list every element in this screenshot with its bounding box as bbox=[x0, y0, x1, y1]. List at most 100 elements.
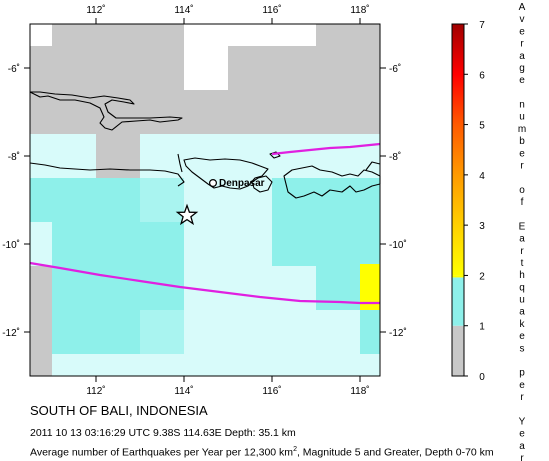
grid-cell bbox=[228, 24, 272, 46]
grid-cell bbox=[228, 266, 272, 310]
grid-cell bbox=[272, 222, 316, 266]
colorbar-title-letter: a bbox=[519, 307, 525, 318]
lat-label-right: -8˚ bbox=[389, 151, 401, 163]
coastlines bbox=[29, 91, 381, 199]
grid-cell bbox=[140, 24, 184, 46]
colorbar-title-letter: r bbox=[520, 160, 524, 171]
colorbar-title-letter: g bbox=[519, 63, 525, 74]
grid-cell bbox=[360, 46, 380, 90]
colorbar-title-letter: u bbox=[519, 295, 525, 306]
grid-cell bbox=[52, 354, 96, 376]
colorbar-title-letter: a bbox=[519, 51, 525, 62]
grid-cell bbox=[272, 310, 316, 354]
colorbar-title-letter: e bbox=[519, 331, 525, 342]
grid-cell bbox=[272, 354, 316, 376]
grid-cell bbox=[360, 222, 380, 266]
grid-cell bbox=[140, 354, 184, 376]
grid-cell bbox=[316, 354, 360, 376]
plate-boundary-java-trench bbox=[29, 261, 380, 305]
colorbar-title-letter: t bbox=[521, 258, 524, 269]
colorbar-title-letter: h bbox=[519, 270, 525, 281]
grid-cell bbox=[360, 24, 380, 46]
grid-cell bbox=[96, 222, 140, 266]
grid-cell bbox=[360, 354, 380, 376]
lon-label-bottom: 114˚ bbox=[174, 385, 193, 397]
grid-cell bbox=[30, 46, 52, 90]
colorbar-title-letter: u bbox=[519, 112, 525, 123]
grid-cell bbox=[228, 46, 272, 90]
plate-boundaries bbox=[29, 142, 381, 305]
grid-cell bbox=[140, 178, 184, 222]
colorbar-tick-label: 4 bbox=[479, 171, 485, 182]
grid-cell bbox=[30, 178, 52, 222]
coastline-sumbawa bbox=[283, 165, 381, 199]
colorbar-title-letter: r bbox=[520, 246, 524, 257]
lon-label-bottom: 116˚ bbox=[262, 385, 281, 397]
lon-label-top: 112˚ bbox=[86, 4, 105, 16]
lat-label-right: -6˚ bbox=[389, 63, 401, 75]
grid-cell bbox=[52, 90, 96, 134]
coastline-lombok bbox=[251, 175, 273, 193]
grid-cell bbox=[184, 46, 228, 90]
grid-cell bbox=[140, 310, 184, 354]
grid-cell bbox=[30, 310, 52, 354]
grid-cell-high bbox=[360, 264, 380, 310]
grid-cell bbox=[316, 134, 360, 178]
lon-label-bottom: 112˚ bbox=[86, 385, 105, 397]
colorbar-tick-label: 1 bbox=[479, 322, 485, 333]
grid-cell bbox=[96, 354, 140, 376]
grid-cell bbox=[316, 222, 360, 266]
event-details: 2011 10 13 03:16:29 UTC 9.38S 114.63E De… bbox=[30, 427, 296, 439]
grid-cell bbox=[272, 178, 316, 222]
map-ticks bbox=[24, 18, 386, 382]
colorbar-title-letter: r bbox=[520, 39, 524, 50]
map-tick-labels: 112˚ 112˚ 114˚ 114˚ 116˚ 116˚ 118˚ 118˚ -6˚ -6˚ -8… bbox=[2, 4, 407, 397]
grid-cell bbox=[140, 90, 184, 134]
colorbar-title-letter: r bbox=[520, 453, 524, 461]
colorbar-title-letter: e bbox=[519, 75, 525, 86]
colorbar-title-letter: f bbox=[521, 197, 524, 208]
grid-cell bbox=[228, 222, 272, 266]
colorbar-segment bbox=[452, 277, 464, 326]
grid-cell bbox=[52, 134, 96, 178]
grid-cell bbox=[228, 178, 272, 222]
grid-cell bbox=[360, 90, 380, 134]
colorbar-gradient bbox=[452, 24, 464, 276]
grid-cell bbox=[228, 90, 272, 134]
grid-cell bbox=[30, 222, 52, 266]
grid-cell bbox=[30, 90, 52, 134]
desc-prefix: Average number of Earthquakes per Year p… bbox=[30, 446, 294, 459]
lon-label-top: 116˚ bbox=[262, 4, 281, 16]
colorbar-title-letter: e bbox=[519, 26, 525, 37]
grid-cell bbox=[52, 46, 96, 90]
colorbar-title-letter: s bbox=[520, 343, 525, 354]
grid-cell bbox=[184, 354, 228, 376]
grid-cell bbox=[184, 24, 228, 46]
star-icon bbox=[175, 203, 199, 226]
seismicity-grid bbox=[30, 24, 380, 376]
city-label: Denpasar bbox=[219, 178, 265, 189]
colorbar-tick-label: 3 bbox=[479, 221, 485, 232]
grid-cell bbox=[30, 266, 52, 310]
grid-cell bbox=[228, 354, 272, 376]
map-description: Average number of Earthquakes per Year p… bbox=[30, 446, 494, 459]
grid-cell bbox=[316, 310, 360, 354]
plate-boundary-north bbox=[271, 142, 381, 156]
colorbar-tick-label: 6 bbox=[479, 70, 485, 81]
grid-cell bbox=[140, 266, 184, 310]
coastline-island-small bbox=[269, 151, 281, 159]
grid-cell bbox=[272, 90, 316, 134]
colorbar-title-letter: o bbox=[519, 185, 525, 196]
coastline-east-java bbox=[177, 153, 183, 173]
grid-cell bbox=[96, 178, 140, 222]
grid-cell bbox=[272, 46, 316, 90]
coastline-madura bbox=[29, 91, 183, 131]
lat-label-right: -10˚ bbox=[389, 239, 407, 251]
lat-label-right: -12˚ bbox=[389, 327, 407, 339]
colorbar: 0 1 2 3 4 5 6 7 bbox=[451, 20, 485, 383]
grid-cell bbox=[96, 46, 140, 90]
colorbar-title-letter: a bbox=[519, 234, 525, 245]
colorbar-segment bbox=[452, 325, 464, 376]
